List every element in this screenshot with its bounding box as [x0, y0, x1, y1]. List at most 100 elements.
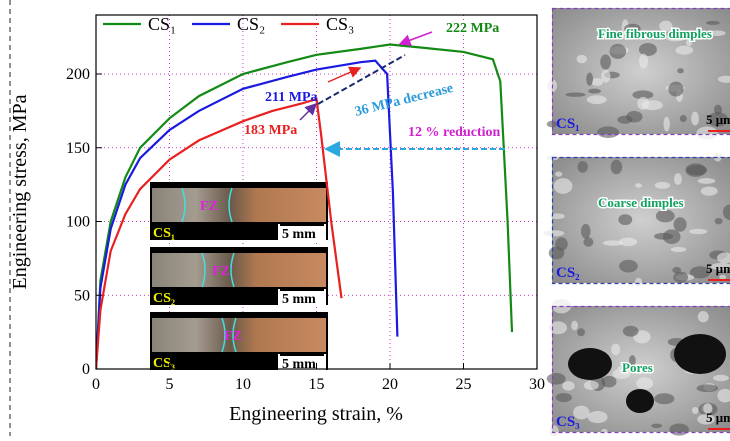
sample-label: CS₂ [556, 265, 580, 281]
sample-label: CS₂ [153, 291, 175, 306]
texture [583, 237, 593, 246]
texture [668, 82, 683, 97]
texture [680, 115, 687, 122]
texture [609, 44, 626, 59]
texture [601, 70, 610, 83]
texture [565, 92, 585, 96]
texture [669, 424, 689, 436]
scale-label: 5 μm [706, 410, 730, 425]
y-tick-label: 100 [66, 214, 90, 231]
feature-label: Coarse dimples [598, 195, 684, 210]
feature-label: Pores [622, 360, 653, 375]
texture [555, 237, 568, 251]
texture [692, 407, 699, 414]
arrow [328, 68, 360, 82]
texture [686, 165, 707, 175]
texture [571, 321, 578, 331]
photo-sample [152, 188, 326, 222]
scale-label: 5 mm [282, 292, 316, 307]
annotation: 222 MPa [446, 21, 499, 36]
texture [581, 224, 591, 239]
texture [655, 182, 670, 189]
texture [555, 171, 562, 176]
texture [635, 183, 642, 188]
texture [603, 240, 623, 245]
legend-label: CS₁ [148, 14, 176, 34]
pore [626, 389, 654, 413]
texture [654, 233, 673, 240]
sample-label: CS₁ [556, 116, 580, 132]
arrow [300, 104, 316, 120]
texture [639, 43, 657, 56]
texture [674, 173, 682, 185]
texture [673, 272, 688, 283]
texture [715, 218, 723, 225]
texture [601, 429, 608, 434]
x-tick-label: 20 [382, 376, 398, 393]
micrographs: Fine fibrous dimples CS₁ 5 μm Coarse dimple… [543, 8, 730, 436]
sample-label: CS₃ [556, 414, 580, 430]
arrow [400, 32, 432, 44]
y-tick-label: 200 [66, 66, 90, 83]
texture [671, 247, 687, 252]
texture [578, 161, 588, 173]
texture [591, 78, 603, 86]
legend-label: CS₃ [326, 14, 354, 34]
texture [577, 328, 585, 336]
x-tick-label: 0 [92, 376, 100, 393]
scale-label: 5 μm [706, 112, 730, 127]
texture [543, 230, 564, 236]
texture [623, 326, 639, 337]
texture [601, 376, 616, 388]
x-tick-label: 5 [166, 376, 174, 393]
texture [637, 97, 649, 110]
texture [663, 117, 669, 132]
y-axis-label: Engineering stress, MPa [9, 94, 31, 289]
texture [562, 381, 574, 390]
texture [619, 260, 638, 273]
legend-label: CS₂ [237, 14, 265, 34]
pore [674, 334, 726, 374]
page: {"chart_data": {"type": "line", "x_label… [0, 0, 730, 436]
texture [636, 377, 653, 389]
texture [654, 393, 674, 404]
texture [675, 46, 693, 55]
x-tick-label: 15 [309, 376, 325, 393]
annotation: 211 MPa [265, 90, 318, 105]
zone-label: FZ [224, 329, 242, 344]
annotation: 36 MPa decrease [353, 81, 454, 120]
texture [617, 116, 632, 124]
y-tick-label: 50 [74, 287, 90, 304]
x-tick-label: 10 [235, 376, 251, 393]
texture [586, 72, 593, 85]
figure: FZCS₁5 mmFZCS₂5 mmFZCS₃5 mm 050100150200… [0, 0, 730, 436]
texture [713, 375, 729, 381]
texture [577, 55, 588, 63]
x-axis-label: Engineering strain, % [229, 403, 403, 425]
texture [698, 311, 709, 322]
sample-label: CS₁ [153, 226, 175, 241]
texture [706, 21, 720, 25]
zone-label: FZ [200, 199, 218, 214]
texture [549, 321, 567, 334]
texture [588, 411, 608, 423]
y-tick-label: 150 [66, 140, 90, 157]
annotation: 12 % reduction [408, 125, 501, 140]
x-tick-label: 25 [456, 376, 472, 393]
texture [651, 424, 662, 428]
texture [701, 186, 718, 195]
texture [556, 393, 572, 402]
texture [635, 278, 642, 287]
texture [689, 229, 707, 235]
texture [698, 178, 716, 184]
texture [639, 54, 648, 69]
pore [568, 348, 612, 380]
zone-label: FZ [212, 264, 230, 279]
texture [696, 126, 717, 139]
annotation: 183 MPa [244, 123, 297, 138]
texture [547, 373, 566, 385]
texture [677, 68, 684, 73]
texture [674, 217, 687, 231]
feature-label: Fine fibrous dimples [598, 26, 712, 41]
